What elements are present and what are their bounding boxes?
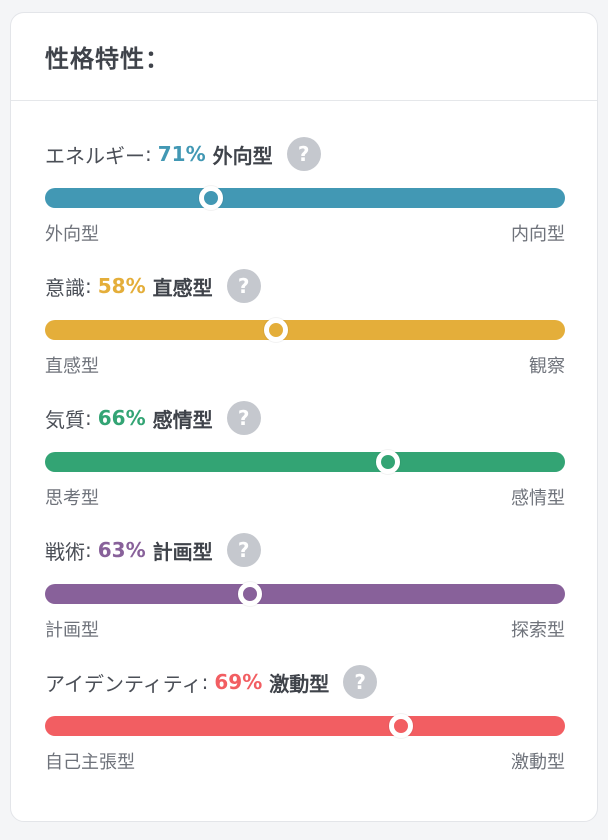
trait-separator: : [85,538,92,562]
trait-type: 外向型 [212,143,273,168]
trait-scale-labels: 計画型 探索型 [45,616,565,642]
trait-header: 戦術 : 63% 計画型 ? [45,532,261,568]
trait-slider-track[interactable] [45,318,565,342]
trait-scale-labels: 外向型 内向型 [45,220,565,246]
trait-header: 気質 : 66% 感情型 ? [45,400,261,436]
scale-left-label: 直感型 [45,356,99,377]
trait-label: アイデンティティ [45,671,202,696]
trait-slider-track[interactable] [45,582,565,606]
slider-knob[interactable] [199,186,224,210]
trait-header: アイデンティティ : 69% 激動型 ? [45,664,378,700]
slider-knob[interactable] [238,582,263,606]
slider-knob[interactable] [389,714,414,738]
trait-identity: アイデンティティ : 69% 激動型 ? 自己主張型 激動型 [45,664,565,784]
scale-right-label: 感情型 [511,488,565,509]
trait-separator: : [85,274,92,298]
trait-type: 直感型 [152,275,213,300]
slider-knob[interactable] [264,318,289,342]
trait-percent: 69% [214,670,263,694]
trait-label: 意識 [45,275,85,300]
trait-separator: : [145,142,152,166]
scale-right-label: 観察 [529,356,565,377]
card-header: 性格特性： [11,13,597,101]
trait-slider-track[interactable] [45,450,565,474]
trait-percent: 71% [157,142,206,166]
trait-label: 気質 [45,407,85,432]
trait-scale-labels: 自己主張型 激動型 [45,748,565,774]
trait-mind: 意識 : 58% 直感型 ? 直感型 観察 [45,268,565,388]
scale-left-label: 外向型 [45,224,99,245]
scale-right-label: 内向型 [511,224,565,245]
help-icon[interactable]: ? [343,665,378,699]
trait-label: エネルギー [45,143,145,168]
trait-percent: 66% [97,406,146,430]
trait-label: 戦術 [45,539,85,564]
trait-type: 計画型 [152,539,213,564]
trait-slider-track[interactable] [45,714,565,738]
trait-header: エネルギー : 71% 外向型 ? [45,136,321,172]
trait-slider-track[interactable] [45,186,565,210]
trait-scale-labels: 思考型 感情型 [45,484,565,510]
help-icon[interactable]: ? [226,533,261,567]
personality-traits-card: 性格特性： エネルギー : 71% 外向型 ? 外向型 内向型 意識 : 5 [10,12,598,822]
trait-tactics: 戦術 : 63% 計画型 ? 計画型 探索型 [45,532,565,652]
card-title: 性格特性： [45,45,170,73]
slider-knob[interactable] [376,450,401,474]
trait-type: 感情型 [152,407,213,432]
trait-energy: エネルギー : 71% 外向型 ? 外向型 内向型 [45,136,565,256]
scale-right-label: 探索型 [511,620,565,641]
trait-percent: 63% [97,538,146,562]
trait-separator: : [85,406,92,430]
trait-percent: 58% [97,274,146,298]
scale-left-label: 計画型 [45,620,99,641]
trait-header: 意識 : 58% 直感型 ? [45,268,261,304]
scale-left-label: 思考型 [45,488,99,509]
trait-scale-labels: 直感型 観察 [45,352,565,378]
trait-type: 激動型 [269,671,330,696]
help-icon[interactable]: ? [286,137,321,171]
trait-nature: 気質 : 66% 感情型 ? 思考型 感情型 [45,400,565,520]
scale-left-label: 自己主張型 [45,752,135,773]
trait-separator: : [201,670,209,694]
help-icon[interactable]: ? [226,269,261,303]
scale-right-label: 激動型 [511,752,565,773]
help-icon[interactable]: ? [226,401,261,435]
